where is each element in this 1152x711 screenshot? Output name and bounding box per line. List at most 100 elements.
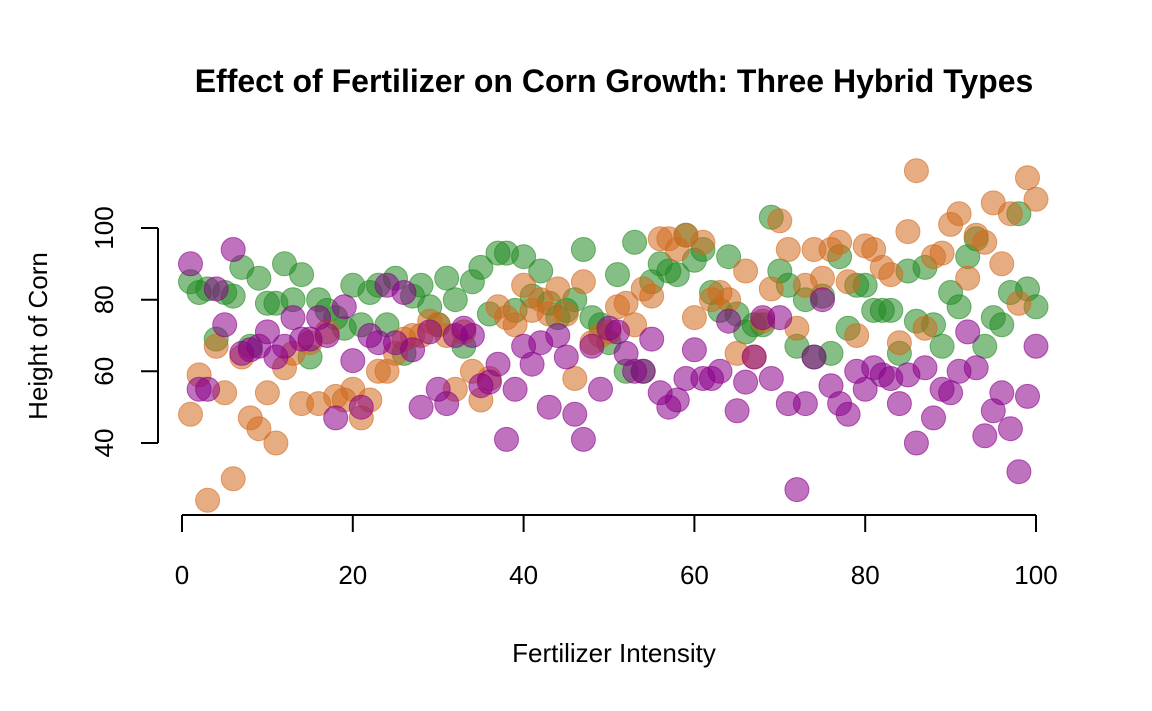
- data-point-series-1: [468, 254, 494, 280]
- data-point-series-3: [955, 319, 981, 345]
- data-point-series-1: [528, 258, 554, 284]
- data-point-series-3: [348, 394, 374, 420]
- data-point-series-1: [946, 294, 972, 320]
- data-point-series-1: [929, 333, 955, 359]
- data-point-series-1: [622, 229, 648, 255]
- data-point-series-2: [1023, 186, 1049, 212]
- data-point-series-2: [195, 487, 221, 513]
- data-point-series-2: [895, 219, 921, 245]
- data-point-series-2: [758, 276, 784, 302]
- x-tick-label: 100: [1014, 560, 1057, 590]
- data-point-series-2: [775, 237, 801, 262]
- data-point-series-2: [972, 229, 998, 255]
- data-point-series-3: [536, 394, 562, 420]
- data-point-series-1: [605, 262, 630, 288]
- data-point-series-2: [767, 208, 793, 234]
- data-point-series-2: [203, 333, 229, 359]
- data-point-series-3: [212, 312, 238, 338]
- data-point-series-3: [630, 358, 656, 384]
- data-point-series-3: [178, 251, 203, 277]
- data-point-series-3: [570, 426, 596, 452]
- data-point-series-2: [903, 158, 929, 184]
- data-point-series-3: [434, 391, 460, 417]
- data-point-series-2: [878, 262, 904, 288]
- data-point-series-3: [681, 337, 707, 363]
- data-point-series-2: [810, 265, 835, 291]
- data-point-series-3: [408, 394, 434, 420]
- data-point-series-2: [955, 265, 981, 291]
- data-point-series-3: [203, 276, 229, 302]
- data-point-series-3: [391, 280, 417, 305]
- data-point-series-3: [741, 344, 767, 370]
- data-point-series-2: [613, 290, 639, 316]
- data-point-series-2: [553, 301, 579, 327]
- data-point-series-2: [570, 269, 596, 295]
- data-point-series-3: [553, 344, 579, 370]
- data-point-series-2: [681, 305, 707, 331]
- data-point-series-1: [442, 287, 468, 313]
- x-tick-label: 60: [680, 560, 709, 590]
- data-point-series-2: [716, 287, 742, 313]
- data-point-series-3: [972, 423, 998, 449]
- data-point-series-3: [195, 376, 221, 402]
- data-point-series-2: [263, 430, 289, 456]
- data-point-series-3: [545, 323, 571, 348]
- data-point-series-2: [1015, 165, 1040, 191]
- data-point-series-1: [878, 297, 904, 323]
- chart-title: Effect of Fertilizer on Corn Growth: Thr…: [195, 63, 1034, 99]
- data-point-series-2: [733, 258, 759, 284]
- data-point-series-3: [1015, 383, 1040, 409]
- data-point-series-2: [989, 251, 1015, 277]
- data-point-series-3: [485, 351, 511, 377]
- x-tick-label: 20: [338, 560, 367, 590]
- data-point-series-3: [323, 405, 349, 431]
- data-point-series-3: [938, 380, 964, 406]
- data-point-series-2: [639, 283, 665, 309]
- x-tick-label: 40: [509, 560, 538, 590]
- data-point-series-2: [886, 330, 912, 356]
- data-point-series-1: [570, 237, 596, 262]
- data-point-series-2: [929, 240, 955, 266]
- data-point-series-3: [912, 355, 938, 381]
- data-point-series-1: [716, 244, 742, 270]
- data-point-series-3: [340, 348, 366, 374]
- data-point-series-3: [1023, 333, 1049, 359]
- data-point-series-3: [639, 326, 665, 352]
- data-point-series-2: [545, 276, 571, 302]
- data-point-series-3: [220, 237, 246, 262]
- data-point-series-3: [758, 366, 784, 391]
- data-point-series-3: [784, 477, 810, 503]
- data-point-series-3: [707, 358, 733, 384]
- data-point-series-3: [801, 344, 827, 370]
- data-point-series-3: [400, 337, 426, 363]
- data-point-series-3: [810, 287, 835, 313]
- data-point-series-3: [989, 380, 1015, 406]
- data-point-series-2: [835, 269, 861, 295]
- data-point-series-2: [690, 229, 716, 255]
- data-point-series-2: [220, 466, 246, 492]
- data-point-series-3: [886, 391, 912, 417]
- data-point-series-3: [562, 401, 588, 427]
- data-point-series-1: [246, 265, 272, 291]
- data-point-series-3: [494, 426, 519, 452]
- data-point-series-1: [972, 333, 998, 359]
- data-point-series-1: [289, 262, 315, 288]
- data-point-series-3: [792, 391, 818, 417]
- data-point-series-3: [724, 398, 750, 424]
- data-point-series-3: [921, 405, 946, 431]
- x-tick-label: 80: [851, 560, 880, 590]
- data-point-series-3: [331, 294, 357, 320]
- data-point-series-2: [178, 401, 203, 427]
- data-point-series-2: [827, 229, 853, 255]
- data-point-series-3: [1006, 459, 1032, 485]
- data-point-series-3: [314, 323, 340, 348]
- data-point-series-3: [502, 376, 528, 402]
- data-point-series-3: [852, 376, 878, 402]
- data-point-series-3: [280, 305, 306, 331]
- data-point-series-3: [605, 319, 630, 345]
- data-point-series-2: [502, 312, 528, 338]
- data-point-series-3: [767, 305, 793, 331]
- data-point-series-3: [997, 416, 1023, 442]
